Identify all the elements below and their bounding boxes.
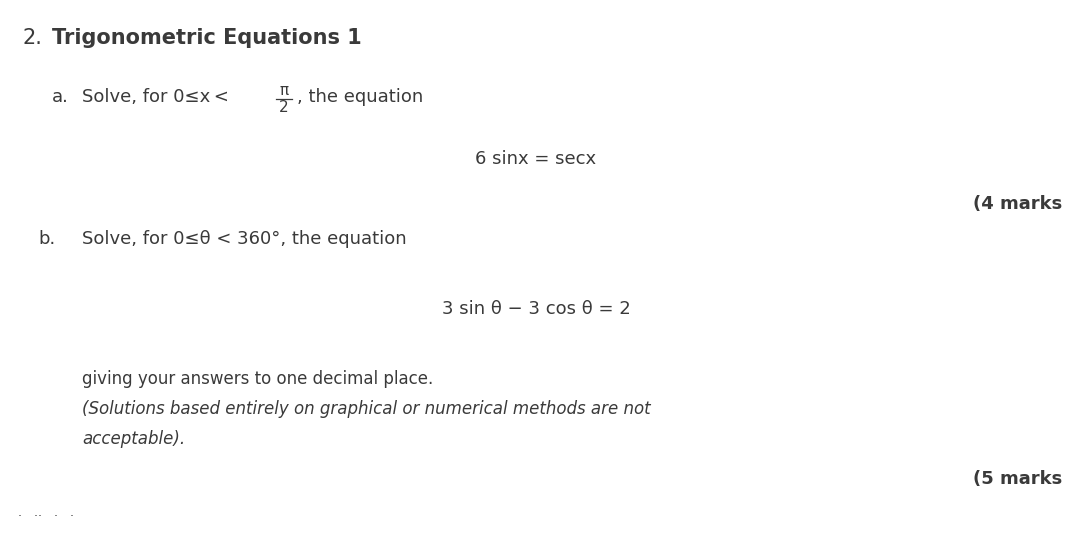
Text: (Solutions based entirely on graphical or numerical methods are not: (Solutions based entirely on graphical o… bbox=[81, 400, 651, 418]
Text: acceptable).: acceptable). bbox=[81, 430, 185, 448]
Text: (4 marks: (4 marks bbox=[972, 195, 1062, 213]
Text: 3 sin θ − 3 cos θ = 2: 3 sin θ − 3 cos θ = 2 bbox=[442, 300, 630, 318]
Text: (5 marks: (5 marks bbox=[972, 470, 1062, 488]
Text: b.: b. bbox=[38, 230, 56, 248]
Text: , the equation: , the equation bbox=[297, 88, 423, 106]
Text: 2.: 2. bbox=[23, 28, 42, 48]
Text: π: π bbox=[280, 83, 288, 98]
Text: Solve, for 0≤x <: Solve, for 0≤x < bbox=[81, 88, 233, 106]
Text: ·   ··   ·   ·: · ·· · · bbox=[18, 510, 74, 523]
Text: Solve, for 0≤θ < 360°, the equation: Solve, for 0≤θ < 360°, the equation bbox=[81, 230, 406, 248]
Text: a.: a. bbox=[53, 88, 69, 106]
Text: giving your answers to one decimal place.: giving your answers to one decimal place… bbox=[81, 370, 433, 388]
Text: Trigonometric Equations 1: Trigonometric Equations 1 bbox=[53, 28, 361, 48]
Text: 2: 2 bbox=[279, 100, 288, 115]
Text: 6 sinx = secx: 6 sinx = secx bbox=[476, 150, 596, 168]
